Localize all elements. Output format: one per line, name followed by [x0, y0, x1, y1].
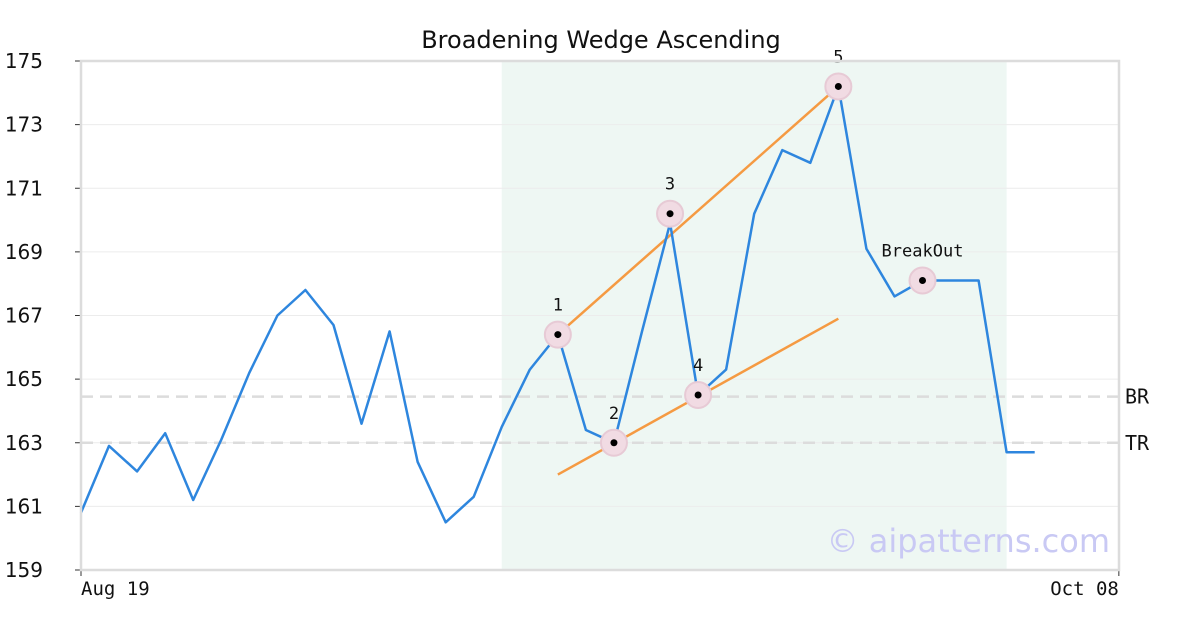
y-tick-label: 173	[5, 113, 43, 137]
pivot-markers: 1 2 3 4 5 BreakOut	[543, 47, 964, 457]
pivot-point	[610, 439, 618, 447]
pivot-label: BreakOut	[882, 242, 964, 262]
x-tick-label: Oct 08	[1050, 578, 1119, 600]
pivot-point	[554, 331, 562, 339]
pivot-label: 5	[833, 47, 843, 67]
y-tick-label: 171	[5, 176, 43, 200]
pivot-label: 2	[609, 404, 619, 424]
watermark: © aipatterns.com	[827, 522, 1110, 560]
y-tick-label: 163	[5, 431, 43, 455]
y-tick-label: 169	[5, 240, 43, 264]
reference-line-label: BR	[1125, 385, 1150, 409]
pivot-label: 4	[693, 356, 703, 376]
y-tick-label: 165	[5, 367, 43, 391]
y-axis-ticks: 159 161 163 165 167 169 171 173 175	[5, 49, 81, 582]
pivot-label: 3	[665, 175, 675, 195]
pivot-label: 1	[553, 296, 563, 316]
x-tick-label: Aug 19	[81, 578, 150, 600]
pivot-point	[919, 277, 926, 285]
x-axis-ticks: Aug 19 Oct 08	[80, 570, 1120, 600]
plot-frame	[79, 59, 1121, 572]
y-tick-label: 159	[5, 558, 43, 582]
pivot-point	[666, 210, 674, 218]
trendline	[557, 85, 840, 336]
reference-line-label: TR	[1125, 431, 1150, 455]
y-tick-label: 161	[5, 494, 43, 518]
pivot-point	[694, 391, 702, 399]
y-tick-label: 167	[5, 304, 43, 328]
chart-title: Broadening Wedge Ascending	[421, 26, 781, 54]
y-tick-label: 175	[5, 49, 43, 73]
pivot-point	[834, 82, 842, 90]
